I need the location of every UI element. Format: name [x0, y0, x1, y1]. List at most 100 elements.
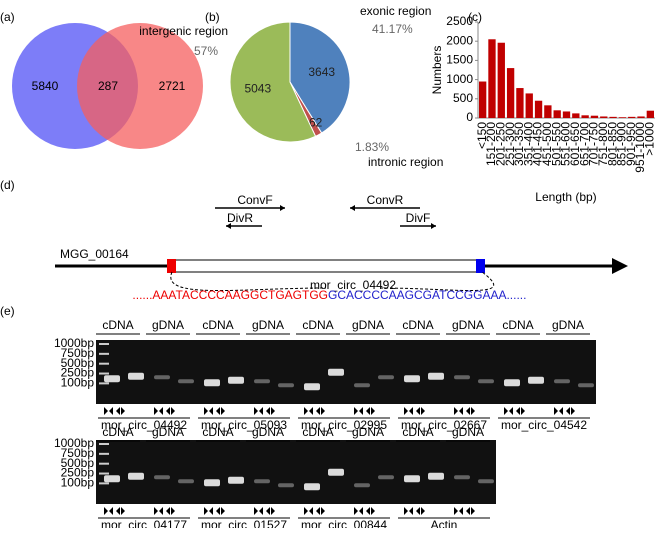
primer-head — [226, 223, 231, 229]
circ-name: mor_circ_04492 — [310, 278, 396, 292]
gel-image — [96, 440, 496, 504]
primer-icon — [104, 407, 113, 415]
gel-band — [178, 379, 194, 384]
primer-icon — [454, 407, 463, 415]
arrowhead — [612, 258, 628, 274]
gel-band — [128, 372, 144, 380]
ladder-label: 500bp — [61, 456, 95, 470]
gel-band — [328, 368, 344, 376]
gel-band — [504, 379, 520, 387]
y-axis-title: Numbers — [430, 46, 444, 95]
gene-name: MGG_00164 — [60, 247, 129, 261]
gel-band — [478, 379, 494, 384]
ladder-band — [99, 443, 109, 445]
lane-label: gDNA — [252, 425, 284, 439]
splice-left — [167, 259, 176, 273]
y-tick-label: 0 — [466, 110, 473, 124]
gel-band — [378, 375, 394, 380]
lane-label: cDNA — [402, 425, 433, 439]
primer-icon — [266, 407, 275, 415]
panel-label: (c) — [468, 10, 482, 24]
ladder-label: 750bp — [61, 346, 95, 360]
ladder-band — [99, 362, 109, 365]
pie-slice — [229, 21, 317, 143]
gel-band — [304, 383, 320, 391]
ladder-label: 250bp — [61, 466, 95, 480]
gel-image — [96, 340, 596, 404]
primer-icon — [454, 507, 463, 515]
primer-icon — [204, 507, 213, 515]
primer-icon — [204, 407, 213, 415]
ladder-band — [99, 343, 109, 345]
primer-icon — [366, 507, 375, 515]
gel-band — [228, 376, 244, 384]
bar — [581, 115, 589, 118]
primer-icon — [416, 507, 425, 515]
lane-label: cDNA — [302, 425, 333, 439]
gel-band — [204, 479, 220, 487]
lane-label: cDNA — [102, 425, 133, 439]
bar — [600, 116, 608, 118]
gel-band — [528, 376, 544, 384]
pie-category: intergenic region — [139, 24, 228, 38]
bar — [562, 111, 571, 118]
ladder-band — [99, 372, 109, 375]
primer-label: DivF — [406, 211, 431, 225]
gel-band — [128, 472, 144, 480]
pie-percent: 41.17% — [372, 22, 413, 36]
lane-label: cDNA — [402, 318, 433, 332]
pie-percent: 1.83% — [355, 140, 389, 154]
lane-label: gDNA — [452, 425, 484, 439]
x-tick-label: 151-200 — [484, 122, 498, 166]
gene-label: mor_circ_04542 — [501, 418, 587, 432]
x-tick-label: 751-800 — [596, 122, 610, 166]
gel-band — [378, 475, 394, 480]
primer-head — [431, 223, 436, 229]
primer-icon — [504, 407, 513, 415]
primer-icon — [316, 407, 325, 415]
gel-band — [104, 375, 120, 383]
gel-band — [554, 379, 570, 384]
panel-label: (e) — [0, 304, 15, 318]
y-tick-label: 1000 — [446, 72, 473, 86]
venn-count: 287 — [98, 79, 118, 93]
gene-label: mor_circ_02667 — [401, 418, 487, 432]
x-tick-label: 601-650 — [568, 122, 582, 166]
x-tick-label: 251-300 — [503, 122, 517, 166]
seq-right: GCACCCCAAGCGATCCGGAAA...... — [328, 288, 526, 302]
gel-band — [204, 379, 220, 387]
primer-label: ConvR — [367, 193, 404, 207]
ladder-label: 750bp — [61, 446, 95, 460]
splice-right — [476, 259, 485, 273]
x-tick-label: 501-550 — [549, 122, 563, 166]
gel-band — [278, 483, 294, 488]
gene-label: mor_circ_04177 — [101, 518, 187, 528]
x-tick-label: 851-900 — [615, 122, 629, 166]
gel-band — [178, 479, 194, 484]
pie-category: intronic region — [368, 155, 443, 169]
primer-label: DivR — [227, 211, 253, 225]
primer-icon — [304, 407, 313, 415]
venn-right — [77, 23, 203, 149]
ladder-label: 1000bp — [54, 336, 94, 350]
lane-label: gDNA — [152, 425, 184, 439]
primer-icon — [154, 407, 163, 415]
x-tick-label: 651-700 — [577, 122, 591, 166]
gel-band — [478, 479, 494, 484]
primer-icon — [254, 507, 263, 515]
gene-label: mor_circ_04492 — [101, 418, 187, 432]
pie-percent: 57% — [194, 44, 218, 58]
panel-label: (d) — [0, 178, 15, 192]
ladder-label: 250bp — [61, 366, 95, 380]
ladder-band — [99, 482, 109, 485]
primer-icon — [466, 407, 475, 415]
gel-band — [228, 476, 244, 484]
y-tick-label: 2500 — [446, 14, 473, 28]
primer-head — [350, 205, 355, 211]
primer-icon — [466, 507, 475, 515]
y-tick-label: 2000 — [446, 33, 473, 47]
x-tick-label: 451-500 — [540, 122, 554, 166]
primer-icon — [554, 407, 563, 415]
x-tick-label: >1000 — [643, 122, 657, 156]
